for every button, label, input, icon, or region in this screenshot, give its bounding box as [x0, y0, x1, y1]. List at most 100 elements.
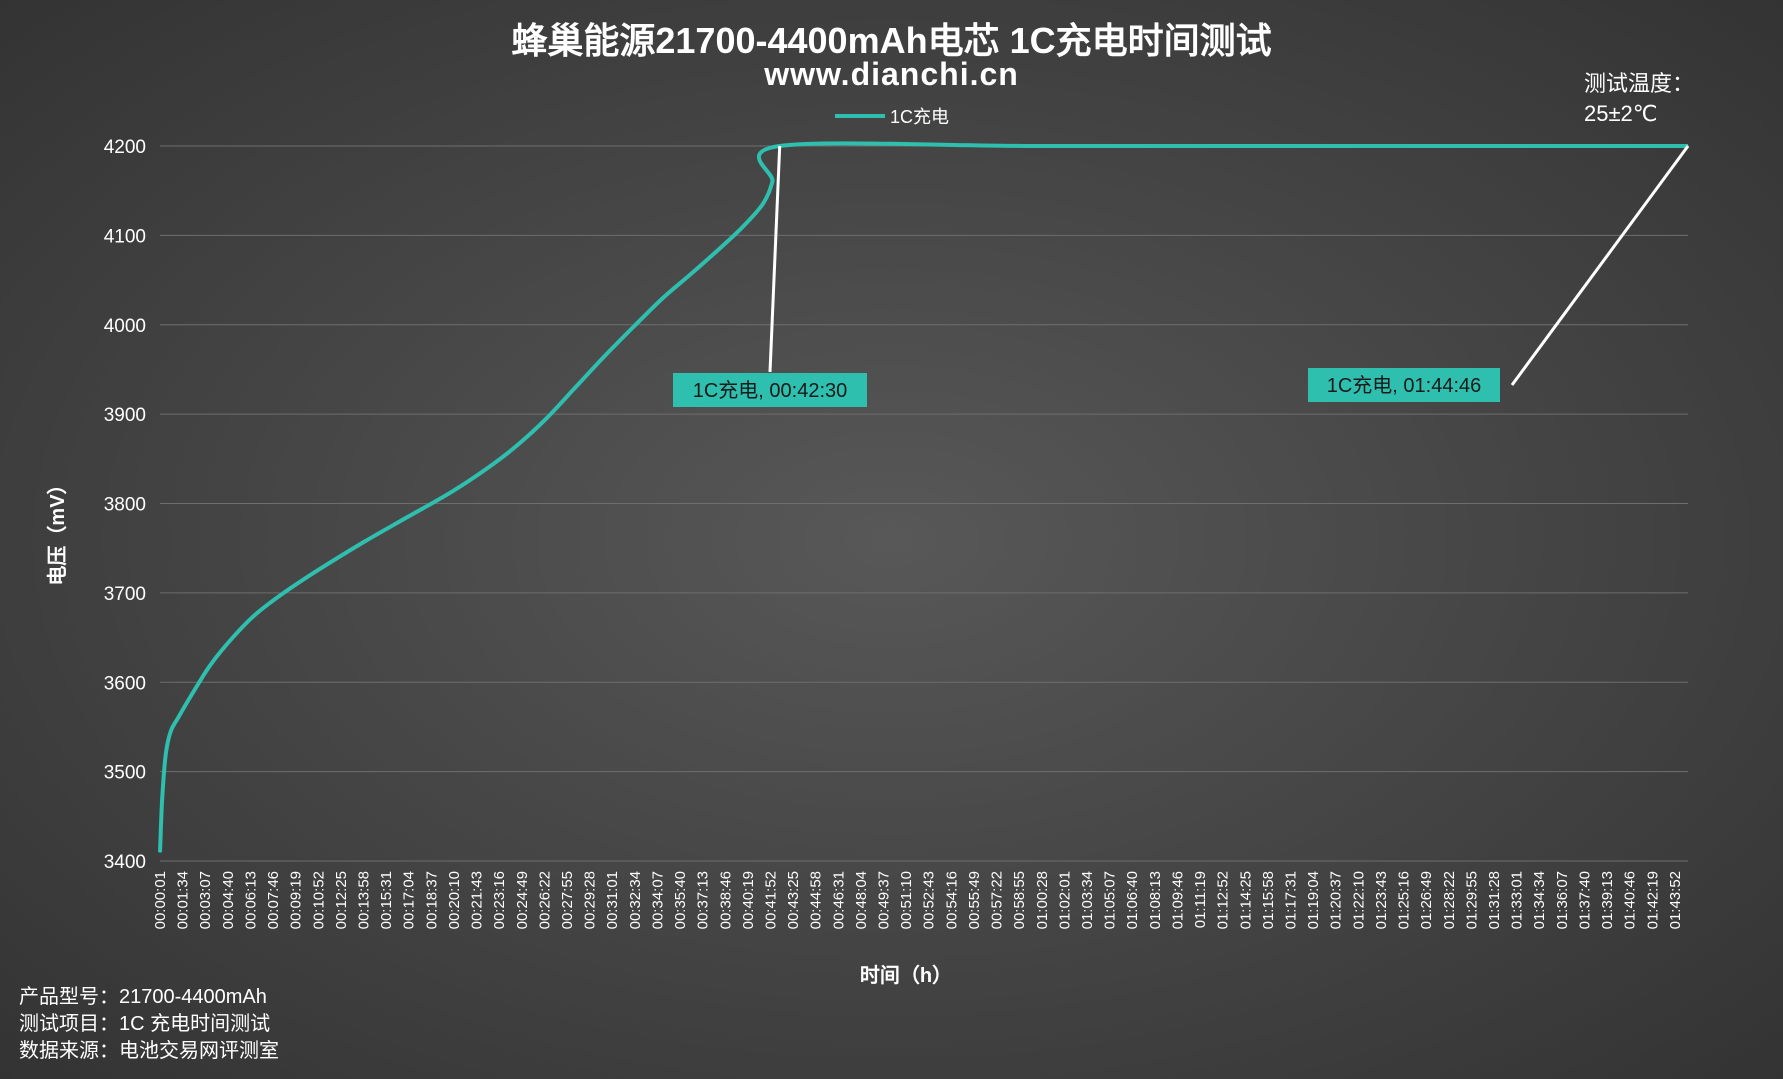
data-point [159, 851, 161, 853]
data-point [633, 325, 635, 328]
product-model: 产品型号：21700-4400mAh [19, 986, 267, 1008]
x-tick-label: 00:34:07 [649, 871, 666, 929]
x-tick-label: 00:48:04 [853, 871, 870, 929]
x-tick-label: 01:29:55 [1463, 871, 1480, 929]
x-tick-label: 01:09:46 [1169, 871, 1186, 929]
x-tick-label: 01:22:10 [1350, 871, 1367, 929]
x-tick-label: 00:38:46 [717, 871, 734, 929]
x-tick-label: 00:24:49 [514, 871, 531, 929]
data-point [161, 797, 163, 800]
annotation-label: 1C充电, 01:44:46 [1327, 374, 1482, 397]
temperature-label: 测试温度： [1584, 71, 1695, 96]
x-tick-label: 00:37:13 [695, 871, 712, 929]
data-point [177, 717, 179, 719]
grid-lines [160, 145, 1688, 862]
x-tick-label: 00:00:01 [152, 871, 169, 929]
y-tick-label: 3600 [104, 673, 146, 694]
x-tick-label: 00:13:58 [355, 871, 372, 929]
x-tick-label: 00:58:55 [1011, 871, 1028, 929]
x-tick-label: 01:12:52 [1215, 871, 1232, 929]
data-point [165, 752, 167, 755]
data-point [1034, 145, 1036, 147]
x-tick-label: 00:03:07 [197, 871, 214, 929]
data-point [319, 567, 322, 570]
annotation-leader-line [768, 145, 782, 373]
x-tick-label: 00:52:43 [921, 871, 938, 929]
data-point [282, 592, 285, 594]
x-tick-label: 01:37:40 [1576, 871, 1593, 929]
data-point [487, 466, 489, 469]
x-tick-label: 01:14:25 [1237, 871, 1254, 929]
x-tick-label: 01:26:49 [1418, 871, 1435, 929]
x-tick-label: 01:39:13 [1599, 871, 1616, 929]
x-tick-label: 00:31:01 [604, 871, 621, 929]
x-tick-label: 01:42:19 [1644, 871, 1661, 929]
x-tick-label: 01:08:13 [1147, 871, 1164, 929]
x-tick-label: 00:15:31 [378, 871, 395, 929]
x-tick-label: 00:46:31 [830, 871, 847, 929]
y-axis-label: 电压（mV） [46, 474, 69, 585]
x-tick-label: 00:21:43 [469, 871, 486, 929]
y-tick-label: 3800 [104, 495, 146, 516]
x-tick-label: 00:06:13 [242, 871, 259, 929]
y-tick-label: 3700 [104, 584, 146, 605]
data-point [720, 246, 723, 248]
x-tick-label: 01:33:01 [1509, 871, 1526, 929]
y-tick-label: 3900 [104, 405, 146, 426]
x-tick-label: 00:09:19 [288, 871, 305, 929]
x-tick-label: 01:36:07 [1554, 871, 1571, 929]
x-tick-label: 01:02:01 [1056, 871, 1073, 929]
x-tick-label: 01:25:16 [1396, 871, 1413, 929]
data-point [253, 614, 256, 617]
x-tick-label: 01:06:40 [1124, 871, 1141, 929]
data-point [210, 663, 212, 666]
x-tick-label: 00:18:37 [423, 871, 440, 929]
x-tick-label: 01:00:28 [1034, 871, 1051, 929]
data-source: 数据来源：电池交易网评测室 [19, 1040, 279, 1062]
x-tick-label: 01:31:28 [1486, 871, 1503, 929]
x-tick-label: 01:19:04 [1305, 871, 1322, 929]
data-point [231, 636, 234, 639]
data-point [192, 690, 195, 692]
x-tick-label: 00:10:52 [310, 871, 327, 929]
x-tick-label: 00:04:40 [220, 871, 237, 929]
x-tick-label: 01:17:31 [1283, 871, 1300, 929]
data-point [169, 730, 172, 733]
x-tick-label: 00:29:28 [582, 871, 599, 929]
x-axis-ticks: 00:00:01 00:01:34 00:03:07 00:04:40 00:06:13… [152, 871, 1684, 929]
data-point [574, 386, 577, 389]
x-tick-label: 00:57:22 [989, 871, 1006, 929]
series-line-0 [158, 141, 1688, 853]
chart-subtitle: www.dianchi.cn [764, 56, 1019, 92]
x-tick-label: 00:54:16 [943, 871, 960, 929]
x-tick-label: 01:28:22 [1441, 871, 1458, 929]
data-point [545, 417, 548, 420]
x-tick-label: 00:27:55 [559, 871, 576, 929]
y-tick-label: 4000 [104, 316, 146, 337]
x-tick-label: 01:34:34 [1531, 871, 1548, 929]
data-point [771, 180, 774, 183]
legend-label: 1C充电 [890, 107, 949, 127]
x-tick-label: 00:49:37 [876, 871, 893, 929]
annotation-leader-line [1510, 145, 1690, 386]
data-point [1325, 145, 1328, 147]
data-point [742, 225, 745, 228]
y-tick-label: 4200 [104, 137, 146, 158]
data-point [662, 297, 664, 299]
x-tick-label: 01:40:46 [1622, 871, 1639, 929]
temperature-value: 25±2℃ [1584, 101, 1658, 126]
annotation-label: 1C充电, 00:42:30 [693, 379, 848, 402]
y-tick-label: 3500 [104, 763, 146, 784]
x-tick-label: 01:15:58 [1260, 871, 1277, 929]
x-tick-label: 01:43:52 [1667, 871, 1684, 929]
x-tick-label: 00:17:04 [401, 871, 418, 929]
x-tick-label: 00:07:46 [265, 871, 282, 929]
x-tick-label: 00:40:19 [740, 871, 757, 929]
data-point [363, 541, 365, 543]
x-axis-label: 时间（h） [860, 964, 952, 987]
chart-title: 蜂巢能源21700-4400mAh电芯 1C充电时间测试 [511, 20, 1272, 61]
data-point [406, 516, 409, 518]
y-tick-label: 3400 [104, 852, 146, 873]
y-axis-ticks: 3400 3500 3600 3700 3800 3900 4000 4100 4200 [104, 137, 146, 873]
